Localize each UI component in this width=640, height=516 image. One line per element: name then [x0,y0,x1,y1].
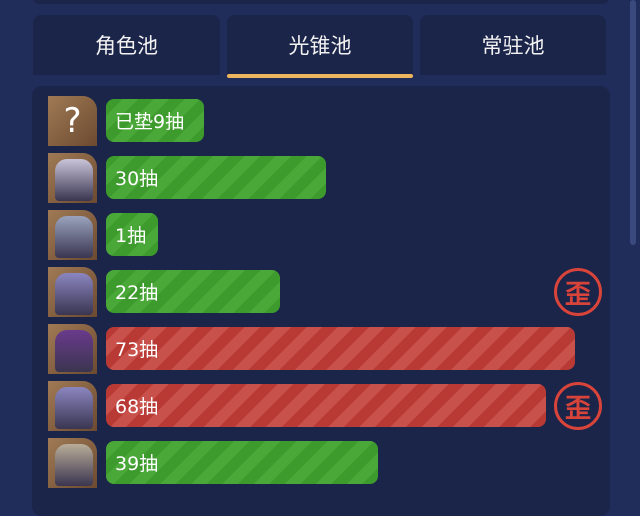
character-portrait [55,387,93,429]
character-portrait [55,330,93,372]
tab-character-pool[interactable]: 角色池 [33,15,220,75]
pull-record-row: 30抽 [48,153,608,203]
character-portrait [55,216,93,258]
badge-text: 歪 [564,279,591,310]
pull-count-label: 68抽 [115,396,159,418]
off-banner-badge: 歪 [554,268,602,316]
pull-count-label: 39抽 [115,453,159,475]
scrollbar[interactable] [630,0,636,245]
pull-count-label: 30抽 [115,168,159,190]
pull-count-label: 73抽 [115,339,159,361]
pull-record-row: 68抽 歪 [48,381,608,431]
pull-count-bar: 已垫9抽 [106,99,204,142]
question-mark-icon: ? [63,101,82,141]
pull-count-bar: 68抽 [106,384,546,427]
avatar [48,153,97,203]
avatar [48,324,97,374]
avatar [48,267,97,317]
pull-count-bar: 30抽 [106,156,326,199]
pull-count-bar: 1抽 [106,213,158,256]
pull-record-row: 22抽 歪 [48,267,608,317]
badge-text: 歪 [564,393,591,424]
pull-count-label: 22抽 [115,282,159,304]
avatar: ? [48,96,97,146]
character-portrait [55,159,93,201]
pull-record-row: 39抽 [48,438,608,488]
character-portrait [55,273,93,315]
avatar [48,438,97,488]
tab-label: 常驻池 [481,34,545,58]
top-panel [32,0,610,4]
avatar [48,210,97,260]
pull-record-row: ? 已垫9抽 [48,96,608,146]
pull-count-label: 1抽 [115,225,147,247]
tab-standard-pool[interactable]: 常驻池 [420,15,606,75]
pull-count-bar: 39抽 [106,441,378,484]
tab-label: 角色池 [95,34,158,58]
off-banner-badge: 歪 [554,382,602,430]
character-portrait [55,444,93,486]
pull-record-row: 73抽 [48,324,608,374]
pull-record-row: 1抽 [48,210,608,260]
pull-count-bar: 22抽 [106,270,280,313]
pull-count-label: 已垫9抽 [115,111,185,133]
tab-light-cone-pool[interactable]: 光锥池 [227,15,413,78]
avatar [48,381,97,431]
tab-label: 光锥池 [288,34,352,58]
pull-count-bar: 73抽 [106,327,575,370]
